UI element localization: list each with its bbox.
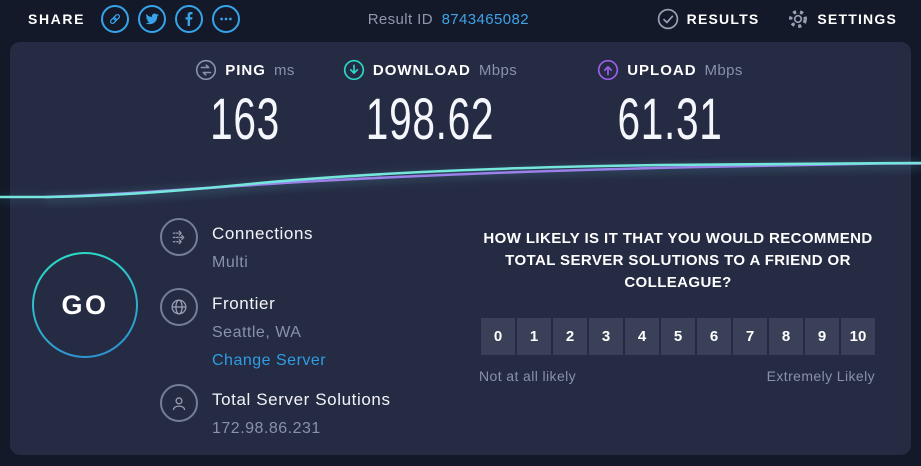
settings-label: SETTINGS [817, 11, 897, 27]
more-icon [220, 17, 232, 21]
upload-icon [598, 59, 619, 81]
share-twitter-button[interactable] [138, 5, 167, 33]
upload-unit: Mbps [704, 61, 743, 79]
upload-label: UPLOAD [627, 61, 697, 79]
ping-icon [196, 59, 217, 81]
connections-icon [160, 218, 198, 256]
rating-cell-4[interactable]: 4 [625, 318, 659, 355]
stat-upload: UPLOAD Mbps 61.31 [560, 58, 780, 149]
rating-scale: 0 1 2 3 4 5 6 7 8 9 10 [458, 318, 898, 355]
top-bar: SHARE [0, 0, 921, 38]
download-label: DOWNLOAD [372, 61, 471, 79]
result-id-value[interactable]: 8743465082 [441, 10, 529, 28]
min-label: Not at all likely [479, 368, 577, 384]
rating-cell-1[interactable]: 1 [517, 318, 551, 355]
rating-cell-5[interactable]: 5 [661, 318, 695, 355]
share-more-button[interactable] [212, 5, 241, 33]
stat-ping-header: PING ms [135, 58, 355, 82]
rating-cell-3[interactable]: 3 [589, 318, 623, 355]
globe-icon [160, 288, 198, 326]
ping-unit: ms [273, 61, 295, 79]
share-label: SHARE [28, 11, 86, 27]
result-id-label: Result ID [367, 10, 433, 28]
rating-cell-0[interactable]: 0 [481, 318, 515, 355]
upload-value: 61.31 [617, 87, 723, 152]
download-unit: Mbps [478, 61, 518, 79]
share-link-button[interactable] [101, 5, 130, 33]
rating-scale-labels: Not at all likely Extremely Likely [458, 368, 898, 384]
isp-row: Frontier Seattle, WA Change Server [160, 288, 326, 370]
rating-cell-8[interactable]: 8 [769, 318, 803, 355]
connections-row: Connections Multi [160, 218, 313, 272]
stat-upload-header: UPLOAD Mbps [560, 58, 780, 82]
go-button[interactable]: GO [32, 252, 138, 358]
server-ip: 172.98.86.231 [212, 420, 321, 437]
rating-cell-2[interactable]: 2 [553, 318, 587, 355]
share-group: SHARE [28, 5, 241, 33]
recommend-survey: HOW LIKELY IS IT THAT YOU WOULD RECOMMEN… [458, 228, 898, 384]
rating-cell-6[interactable]: 6 [697, 318, 731, 355]
facebook-icon [185, 12, 193, 26]
connections-label: Connections [212, 224, 314, 243]
max-label: Extremely Likely [766, 368, 875, 384]
change-server-link[interactable]: Change Server [212, 352, 327, 369]
results-button[interactable]: RESULTS [657, 8, 760, 30]
results-label: RESULTS [686, 11, 760, 27]
rating-cell-10[interactable]: 10 [841, 318, 875, 355]
isp-location: Seattle, WA [212, 324, 302, 341]
rating-cell-9[interactable]: 9 [805, 318, 839, 355]
stat-ping: PING ms 163 [135, 58, 355, 149]
top-nav: RESULTS SETTINGS [657, 8, 897, 30]
gear-icon [789, 9, 808, 29]
link-icon [109, 13, 121, 25]
result-panel: PING ms 163 DOWNLOAD Mbps 198.62 [10, 42, 911, 455]
person-icon [160, 384, 198, 422]
check-circle-icon [657, 8, 678, 30]
rating-cell-7[interactable]: 7 [733, 318, 767, 355]
download-value: 198.62 [365, 87, 495, 152]
result-id: Result ID 8743465082 [368, 11, 529, 28]
server-name: Total Server Solutions [212, 390, 391, 409]
share-facebook-button[interactable] [175, 5, 204, 33]
download-icon [343, 59, 365, 81]
survey-question: HOW LIKELY IS IT THAT YOU WOULD RECOMMEN… [483, 230, 873, 291]
twitter-icon [145, 13, 159, 25]
ping-label: PING [225, 61, 266, 79]
server-row: Total Server Solutions 172.98.86.231 [160, 384, 391, 438]
stat-download-header: DOWNLOAD Mbps [320, 58, 540, 82]
connections-value: Multi [212, 254, 249, 271]
settings-button[interactable]: SETTINGS [787, 8, 897, 30]
isp-name: Frontier [212, 294, 276, 313]
stat-download: DOWNLOAD Mbps 198.62 [320, 58, 540, 149]
go-button-label: GO [34, 254, 136, 356]
ping-value: 163 [210, 87, 280, 152]
